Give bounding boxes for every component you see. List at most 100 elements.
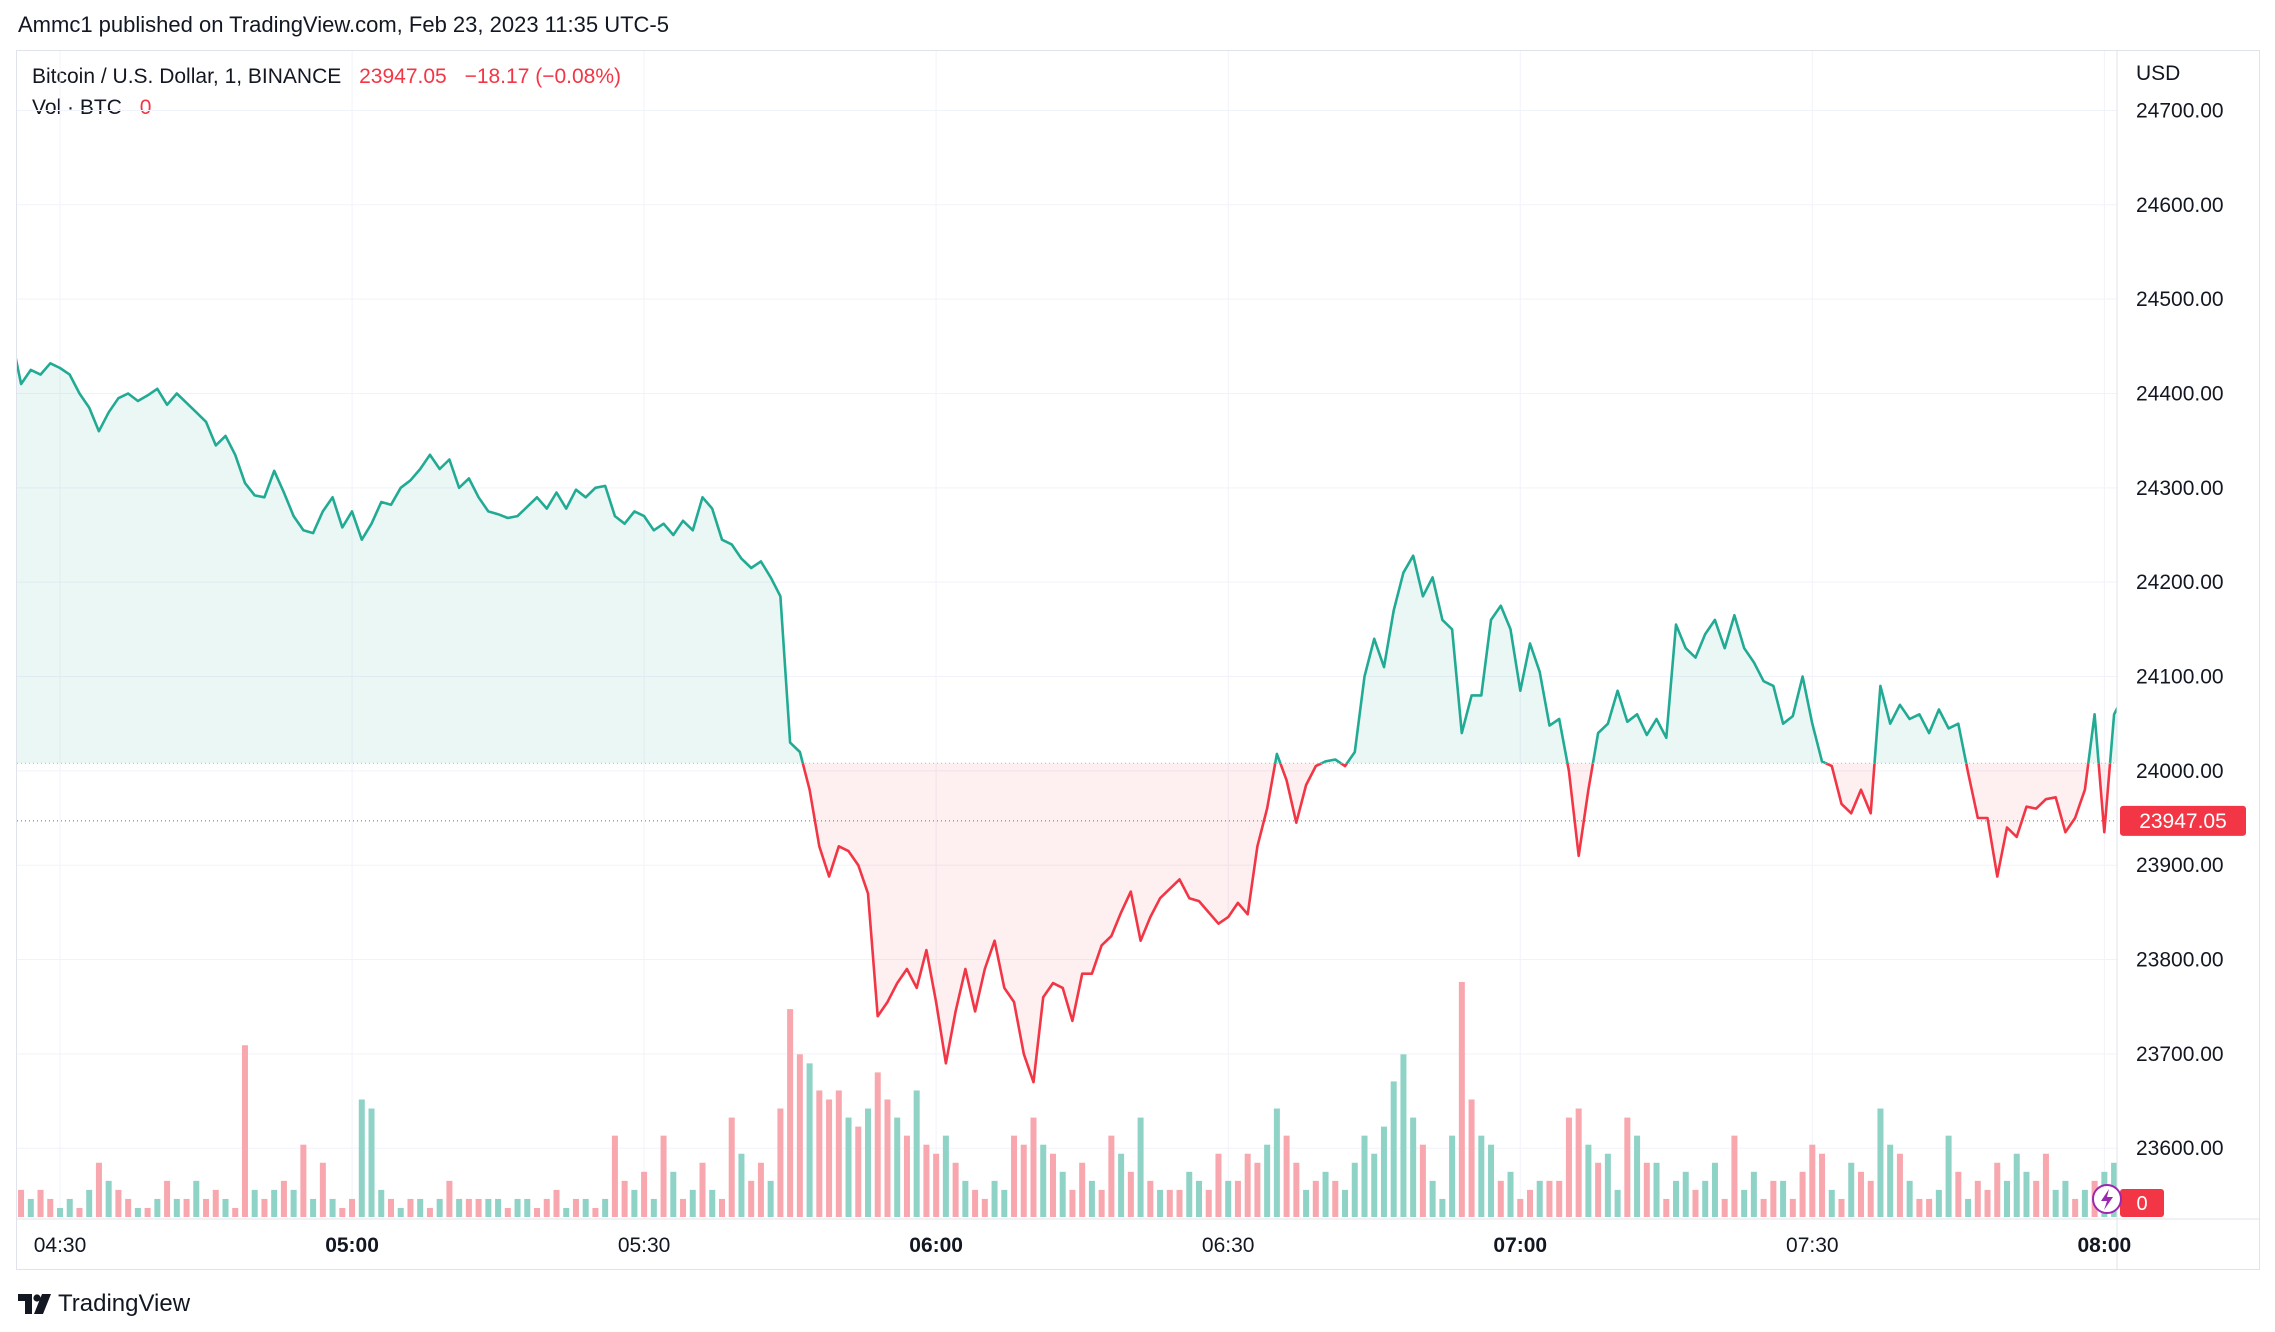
volume-bar <box>1682 1171 1689 1217</box>
volume-bar <box>592 1207 599 1217</box>
y-tick-label: 23800.00 <box>2136 949 2224 972</box>
volume-bar <box>1079 1162 1086 1217</box>
volume-bar <box>1848 1162 1855 1217</box>
volume-bar <box>475 1198 482 1217</box>
volume-bar <box>1088 1180 1095 1217</box>
volume-bar <box>534 1207 541 1217</box>
volume-bar <box>1507 1171 1514 1217</box>
volume-bar <box>1575 1108 1582 1217</box>
volume-bar <box>670 1171 677 1217</box>
volume-bar <box>1711 1162 1718 1217</box>
volume-bar <box>222 1198 229 1217</box>
volume-bar <box>1127 1171 1134 1217</box>
tradingview-logo-icon <box>18 1294 51 1314</box>
volume-bar <box>465 1198 472 1217</box>
volume-tag <box>2120 1189 2164 1217</box>
volume-bar <box>1556 1180 1563 1217</box>
volume-bar <box>2052 1189 2059 1217</box>
volume-bar <box>2023 1171 2030 1217</box>
volume-bar <box>1634 1135 1641 1217</box>
y-tick-label: 24500.00 <box>2136 288 2224 311</box>
volume-bar <box>1789 1198 1796 1217</box>
volume-bar <box>1906 1180 1913 1217</box>
symbol-legend[interactable]: Bitcoin / U.S. Dollar, 1, BINANCE 23947.… <box>32 65 621 89</box>
volume-bar <box>368 1108 375 1217</box>
volume-bar <box>1342 1189 1349 1217</box>
volume-bar <box>349 1198 356 1217</box>
currency-label: USD <box>2136 62 2180 85</box>
volume-bar <box>1410 1117 1417 1217</box>
volume-bar <box>1653 1162 1660 1217</box>
volume-bar <box>241 1045 248 1217</box>
volume-bar <box>310 1198 317 1217</box>
volume-bar <box>855 1126 862 1217</box>
volume-bar <box>2257 1172 2263 1217</box>
volume-bar <box>397 1207 404 1217</box>
volume-bar <box>1595 1162 1602 1217</box>
volume-bar <box>631 1189 638 1217</box>
x-tick-label: 06:30 <box>1202 1234 1255 1257</box>
x-tick-label: 08:00 <box>2077 1234 2131 1257</box>
volume-bar <box>865 1108 872 1217</box>
volume-bar <box>2042 1153 2049 1217</box>
tradingview-logo[interactable]: TradingView <box>18 1290 190 1318</box>
volume-bar <box>1449 1135 1456 1217</box>
y-tick-label: 24700.00 <box>2136 99 2224 122</box>
volume-bar <box>2072 1198 2079 1217</box>
volume-bar <box>193 1180 200 1217</box>
volume-bar <box>1887 1144 1894 1217</box>
volume-bar <box>1799 1171 1806 1217</box>
price-line <box>17 357 2117 1084</box>
volume-bar <box>1380 1126 1387 1217</box>
volume-bar <box>1195 1180 1202 1217</box>
volume-bar <box>1361 1135 1368 1217</box>
volume-bar <box>2238 1190 2244 1217</box>
x-tick-label: 05:30 <box>618 1234 671 1257</box>
volume-bar <box>2033 1180 2040 1217</box>
volume-bar <box>1118 1153 1125 1217</box>
volume-bar <box>2228 1199 2234 1217</box>
volume-bar <box>47 1198 54 1217</box>
price-line-down <box>801 763 2112 1084</box>
volume-label[interactable]: Vol · BTC <box>32 96 122 119</box>
volume-bar <box>495 1198 502 1217</box>
volume-bar <box>378 1189 385 1217</box>
volume-bar <box>125 1198 132 1217</box>
volume-bar <box>874 1072 881 1217</box>
volume-bar <box>1215 1153 1222 1217</box>
volume-bar <box>816 1090 823 1217</box>
volume-bar <box>514 1198 521 1217</box>
volume-bar <box>2218 1190 2224 1217</box>
volume-bar <box>1828 1189 1835 1217</box>
volume-legend[interactable]: Vol · BTC 0 <box>32 96 151 120</box>
y-tick-label: 24200.00 <box>2136 571 2224 594</box>
volume-bar <box>1702 1180 1709 1217</box>
volume-bar <box>1166 1189 1173 1217</box>
volume-bar <box>144 1207 151 1217</box>
volume-bar <box>134 1207 141 1217</box>
volume-bar <box>173 1198 180 1217</box>
volume-bar <box>76 1207 83 1217</box>
volume-bar <box>329 1198 336 1217</box>
x-tick-label: 07:00 <box>1493 1234 1547 1257</box>
volume-bar <box>485 1198 492 1217</box>
area-below-baseline <box>802 763 2111 1083</box>
volume-bar <box>1478 1135 1485 1217</box>
volume-bar <box>1468 1099 1475 1217</box>
volume-bar <box>806 1063 813 1217</box>
volume-bar <box>2013 1153 2020 1217</box>
axes: USD 24700.00 24600.00 24500.00 24400.00 24300… <box>17 51 2259 1270</box>
volume-bar <box>981 1198 988 1217</box>
volume-bar <box>1955 1171 1962 1217</box>
volume-bar <box>748 1180 755 1217</box>
volume-bar <box>1945 1135 1952 1217</box>
symbol-name[interactable]: Bitcoin / U.S. Dollar, 1, BINANCE <box>32 65 342 88</box>
volume-bar <box>1536 1180 1543 1217</box>
volume-bar <box>962 1180 969 1217</box>
volume-bar <box>2247 1199 2253 1217</box>
volume-bar <box>1303 1189 1310 1217</box>
volume-bar <box>8 1190 14 1217</box>
volume-bars <box>8 982 2263 1217</box>
volume-bar <box>1176 1189 1183 1217</box>
